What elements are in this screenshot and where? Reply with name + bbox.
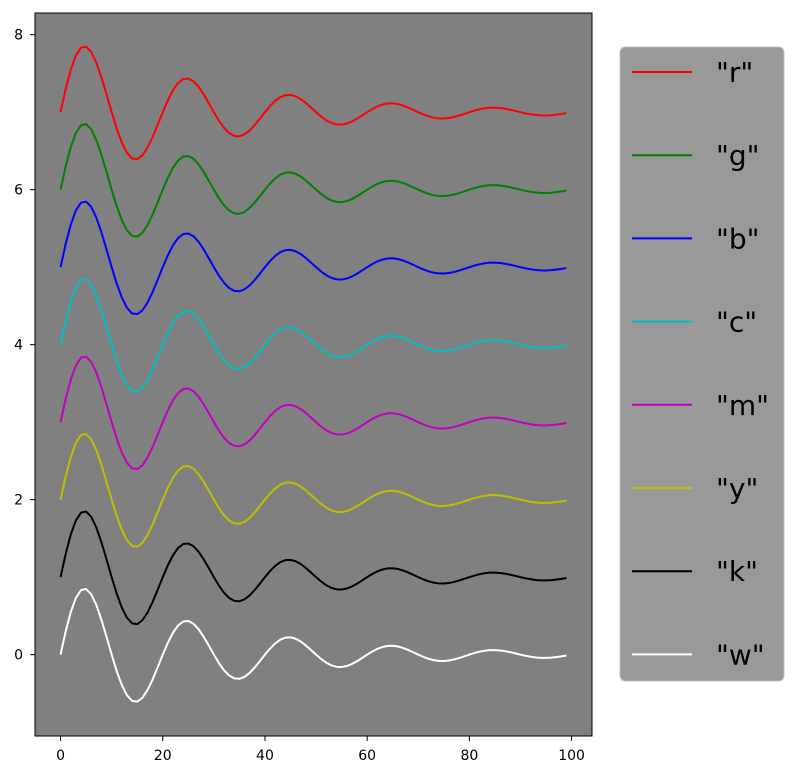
y-tick-label: 6	[14, 183, 23, 199]
legend-entry: "g"	[632, 139, 760, 172]
x-axis: 0 20 40 60 80 100	[56, 736, 585, 764]
series-line-0	[59, 45, 567, 161]
y-tick-label: 4	[14, 338, 23, 354]
legend-label: "k"	[716, 555, 758, 588]
legend-entry: "c"	[632, 306, 757, 339]
series-line-5	[59, 433, 567, 548]
legend: "r" "g" "b" "c" "m" "y" "k" "w"	[619, 46, 785, 682]
series-line-3	[59, 278, 567, 393]
legend-entry: "b"	[632, 222, 760, 255]
legend-entry: "r"	[632, 56, 753, 89]
legend-entry: "k"	[632, 555, 758, 588]
plot-area	[35, 13, 592, 736]
x-tick-label: 100	[558, 748, 585, 764]
series-line-6	[59, 510, 567, 626]
y-axis: 0 2 4 6 8	[14, 28, 35, 664]
legend-box	[619, 46, 785, 682]
x-tick-label: 80	[460, 748, 478, 764]
legend-entry: "m"	[632, 389, 769, 422]
legend-label: "w"	[716, 638, 765, 671]
y-tick-label: 0	[14, 648, 23, 664]
x-tick-label: 60	[358, 748, 376, 764]
legend-items: "r" "g" "b" "c" "m" "y" "k" "w"	[632, 56, 769, 671]
series-line-1	[59, 123, 567, 238]
legend-entry: "y"	[632, 472, 758, 505]
legend-label: "b"	[716, 222, 760, 255]
legend-label: "y"	[716, 472, 758, 505]
series-line-4	[59, 355, 567, 471]
plot-frame	[34, 12, 593, 737]
x-tick-label: 40	[256, 748, 274, 764]
y-tick-label: 2	[14, 493, 23, 509]
series-line-2	[59, 200, 567, 316]
x-tick-label: 20	[154, 748, 172, 764]
series-layer	[59, 45, 567, 703]
legend-label: "r"	[716, 56, 753, 89]
legend-label: "g"	[716, 139, 760, 172]
legend-label: "c"	[716, 306, 757, 339]
legend-label: "m"	[716, 389, 769, 422]
x-tick-label: 0	[56, 748, 65, 764]
y-tick-label: 8	[14, 28, 23, 44]
legend-entry: "w"	[632, 638, 765, 671]
series-line-7	[59, 588, 567, 703]
